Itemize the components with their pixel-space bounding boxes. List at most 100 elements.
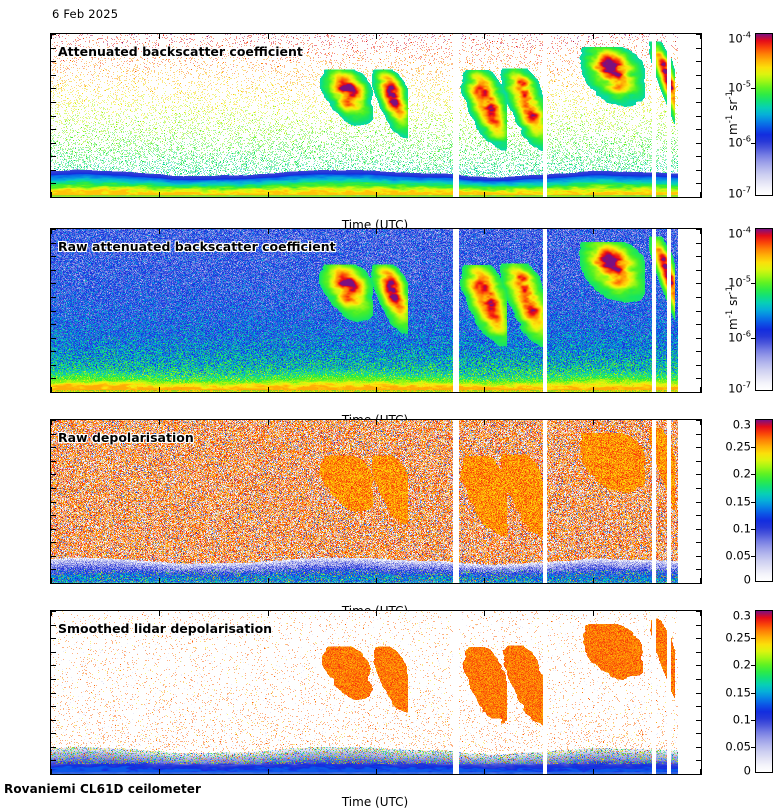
x-tickmark [51,387,52,392]
x-tickmark [700,611,701,616]
y-tickmark [696,529,701,530]
y-tickmark [51,665,56,666]
x-tickmark [484,192,485,197]
y-tickmark [51,542,56,543]
y-tickmark [696,515,701,516]
x-tickmark [376,387,377,392]
y-tickmark [696,378,701,379]
x-tickmark [51,420,52,425]
heatmap-smoothed-lidar-depolarisation [51,611,701,774]
colorbar-tickmark [751,283,756,284]
colorbar-tick-label: 0.2 [732,466,751,481]
y-tickmark [51,48,56,49]
x-tickmark [593,192,594,197]
y-tickmark [696,365,701,366]
y-tickmark [51,569,56,570]
x-tickmark [159,387,160,392]
y-tickmark [696,760,701,761]
x-tickmark [51,578,52,583]
colorbar-gradient [756,611,772,772]
y-tickmark [696,156,701,157]
colorbar-tickmark [751,143,756,144]
x-tickmark [159,420,160,425]
x-tickmark [159,192,160,197]
x-tickmark [700,387,701,392]
x-tickmark [700,192,701,197]
y-tickmark [696,720,701,721]
plot-area-smoothed-lidar-depolarisation[interactable]: 012345678910111200:0004:0008:0012:0016:0… [50,610,702,775]
y-tickmark [696,283,701,284]
y-tickmark [51,283,56,284]
x-tickmark [700,578,701,583]
x-tickmark [593,34,594,39]
x-tickmark [593,611,594,616]
y-tickmark [696,420,701,421]
colorbar-smoothed-lidar-depolarisation: 0.3 0.25 0.2 0.15 0.1 0.05 0 [725,610,773,776]
y-tickmark [51,733,56,734]
x-tickmark [484,769,485,774]
heatmap-raw-attenuated-backscatter [51,229,701,392]
plot-area-attenuated-backscatter[interactable]: 012345678910111200:0004:0008:0012:0016:0… [50,33,702,198]
y-tickmark [51,351,56,352]
colorbar-tick-label: 0.3 [732,608,751,623]
y-tickmark [696,502,701,503]
x-tickmark [376,769,377,774]
y-tickmark [51,324,56,325]
y-tickmark [696,774,701,775]
y-tickmark [51,34,56,35]
x-tickmark [593,578,594,583]
plot-area-raw-attenuated-backscatter[interactable]: 012345678910111200:0004:0008:0012:0016:0… [50,228,702,393]
x-tickmark [159,229,160,234]
x-tickmark [484,34,485,39]
y-tickmark [696,88,701,89]
colorbar-tickmark [751,665,756,666]
y-tickmark [51,502,56,503]
heatmap-raw-depolarisation [51,420,701,583]
y-tickmark [51,243,56,244]
colorbar-raw-depolarisation: 0.3 0.25 0.2 0.15 0.1 0.05 0 [725,419,773,585]
colorbar-tick-label: 0.15 [725,684,751,699]
y-tickmark [51,774,56,775]
date-label: 6 Feb 2025 [52,7,119,21]
y-tickmark [696,665,701,666]
y-tickmark [51,638,56,639]
y-tickmark [696,461,701,462]
y-tickmark [696,116,701,117]
x-tickmark [376,420,377,425]
heatmap-canvas-raw-attenuated-backscatter [51,229,701,392]
x-tickmark [268,387,269,392]
y-tickmark [696,706,701,707]
colorbar-tickmark [751,88,756,89]
x-tickmark [268,578,269,583]
colorbar-tickmark [751,693,756,694]
colorbar-tick-label: 10-7 [728,379,751,396]
y-tickmark [51,311,56,312]
x-tickmark [593,387,594,392]
colorbar-tick-label: 0.25 [725,439,751,454]
colorbar-tick-label: 10-6 [728,328,751,344]
y-tickmark [51,474,56,475]
colorbar-gradient [756,34,772,195]
heatmap-attenuated-backscatter [51,34,701,197]
y-tickmark [51,378,56,379]
y-tickmark [51,556,56,557]
x-tickmark [268,420,269,425]
y-tickmark [51,693,56,694]
y-tickmark [51,461,56,462]
x-tickmark [268,769,269,774]
y-tickmark [51,760,56,761]
y-tickmark [696,270,701,271]
colorbar-tick-label: 0.1 [732,520,751,535]
y-tickmark [51,88,56,89]
plot-area-raw-depolarisation[interactable]: 012345678910111200:0004:0008:0012:0016:0… [50,419,702,584]
y-tickmark [696,611,701,612]
site-caption: Rovaniemi CL61D ceilometer [4,782,202,796]
y-tickmark [51,256,56,257]
colorbar-tickmark [751,338,756,339]
y-tickmark [696,311,701,312]
colorbar-tick-label: 10-5 [728,78,751,95]
